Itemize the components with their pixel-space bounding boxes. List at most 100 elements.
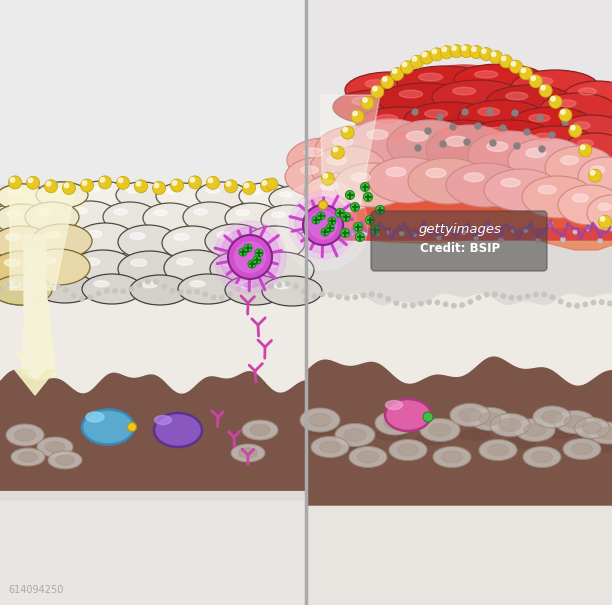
Ellipse shape — [0, 251, 47, 287]
Ellipse shape — [8, 190, 21, 195]
Circle shape — [10, 178, 15, 182]
Ellipse shape — [426, 125, 514, 175]
Ellipse shape — [505, 438, 535, 448]
Ellipse shape — [419, 73, 442, 81]
Circle shape — [277, 283, 282, 287]
Ellipse shape — [261, 205, 315, 235]
Ellipse shape — [26, 249, 90, 285]
Circle shape — [549, 96, 562, 108]
Ellipse shape — [300, 408, 340, 432]
Ellipse shape — [406, 131, 428, 141]
Circle shape — [541, 85, 545, 90]
Circle shape — [598, 239, 602, 243]
Circle shape — [511, 62, 516, 66]
Circle shape — [303, 205, 343, 245]
Circle shape — [470, 45, 483, 59]
Ellipse shape — [563, 439, 601, 460]
Circle shape — [23, 283, 27, 287]
Ellipse shape — [555, 411, 595, 434]
Ellipse shape — [542, 411, 562, 423]
Ellipse shape — [334, 163, 410, 207]
Circle shape — [244, 283, 248, 287]
Circle shape — [381, 76, 394, 88]
Ellipse shape — [335, 424, 375, 446]
Circle shape — [392, 69, 397, 73]
Circle shape — [559, 299, 563, 304]
Ellipse shape — [118, 225, 178, 259]
Circle shape — [302, 290, 306, 294]
Ellipse shape — [490, 413, 530, 436]
Ellipse shape — [386, 168, 406, 177]
Ellipse shape — [25, 202, 79, 232]
Ellipse shape — [0, 184, 48, 210]
Ellipse shape — [56, 455, 74, 465]
Ellipse shape — [206, 188, 219, 193]
Ellipse shape — [18, 452, 37, 462]
Ellipse shape — [225, 275, 285, 305]
Circle shape — [599, 215, 611, 228]
Ellipse shape — [479, 439, 517, 460]
Ellipse shape — [597, 427, 612, 439]
Ellipse shape — [103, 202, 157, 232]
Circle shape — [482, 49, 486, 53]
Ellipse shape — [285, 157, 355, 197]
Ellipse shape — [36, 182, 88, 208]
Ellipse shape — [432, 80, 524, 114]
Ellipse shape — [563, 133, 612, 165]
Ellipse shape — [532, 451, 553, 463]
Ellipse shape — [36, 182, 88, 208]
Ellipse shape — [531, 77, 553, 85]
Ellipse shape — [280, 192, 293, 197]
Ellipse shape — [25, 202, 79, 232]
Circle shape — [509, 295, 513, 300]
Circle shape — [487, 223, 491, 227]
Ellipse shape — [162, 226, 222, 260]
Circle shape — [312, 224, 324, 238]
Circle shape — [323, 174, 327, 178]
Text: Credit: BSIP: Credit: BSIP — [420, 241, 500, 255]
Circle shape — [28, 178, 32, 183]
Ellipse shape — [178, 274, 238, 304]
Circle shape — [118, 178, 122, 183]
Circle shape — [100, 178, 105, 182]
Circle shape — [529, 75, 542, 88]
Ellipse shape — [35, 209, 50, 215]
Circle shape — [345, 296, 349, 300]
Circle shape — [187, 290, 191, 294]
Ellipse shape — [404, 102, 496, 138]
Circle shape — [136, 182, 141, 186]
Ellipse shape — [398, 444, 419, 456]
Ellipse shape — [32, 224, 92, 258]
Ellipse shape — [142, 282, 157, 288]
Circle shape — [608, 301, 612, 306]
Circle shape — [64, 288, 68, 292]
Circle shape — [278, 180, 368, 270]
Ellipse shape — [82, 274, 142, 304]
Circle shape — [0, 288, 2, 292]
Bar — [0, 490, 306, 605]
Circle shape — [331, 146, 345, 159]
Ellipse shape — [305, 425, 335, 435]
Ellipse shape — [4, 259, 20, 266]
Circle shape — [415, 145, 421, 151]
Ellipse shape — [76, 181, 128, 207]
Circle shape — [154, 183, 159, 188]
Ellipse shape — [310, 146, 386, 190]
Ellipse shape — [6, 234, 20, 240]
Ellipse shape — [58, 424, 92, 436]
Circle shape — [338, 230, 341, 234]
Ellipse shape — [558, 115, 612, 147]
Ellipse shape — [212, 419, 247, 431]
Ellipse shape — [557, 100, 576, 107]
Ellipse shape — [415, 435, 445, 445]
Ellipse shape — [6, 424, 44, 446]
Ellipse shape — [74, 208, 88, 214]
Ellipse shape — [35, 273, 95, 303]
Ellipse shape — [450, 404, 490, 427]
Polygon shape — [320, 95, 380, 205]
Ellipse shape — [71, 250, 135, 286]
Circle shape — [575, 304, 580, 308]
Ellipse shape — [250, 425, 270, 436]
Circle shape — [600, 217, 605, 221]
Ellipse shape — [487, 127, 508, 135]
